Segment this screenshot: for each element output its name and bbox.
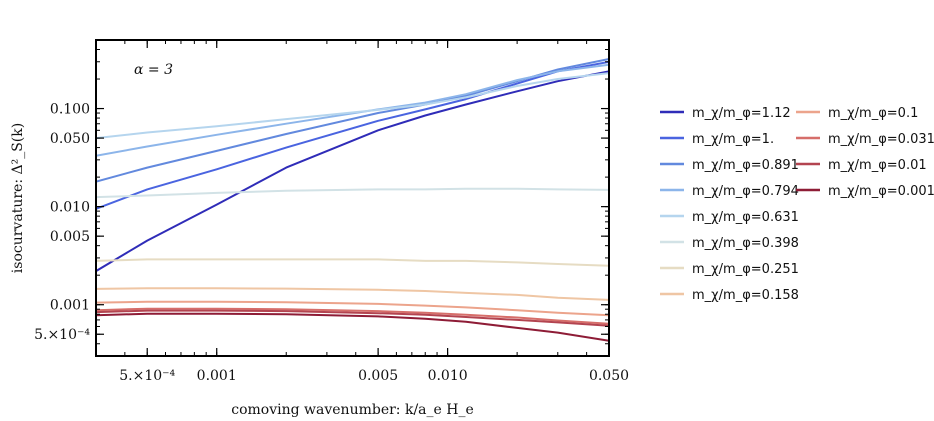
y-tick-label-4: 0.050 [50, 131, 90, 147]
series-line-1 [96, 60, 609, 210]
legend-label-11: m_χ/m_φ=0.001 [828, 184, 934, 199]
y-tick-label-2: 0.005 [50, 229, 90, 245]
y-tick-label-5: 0.100 [50, 102, 90, 118]
y-tick-label-1: 0.001 [50, 298, 90, 314]
legend-label-0: m_χ/m_φ=1.12 [692, 106, 791, 121]
major-ticks [96, 40, 610, 356]
y-axis-label: isocurvature: Δ²_S(k) [10, 123, 26, 273]
alpha-annotation: α = 3 [134, 62, 173, 78]
x-tick-label-0: 5.×10⁻⁴ [119, 368, 175, 384]
series-line-6 [96, 258, 609, 267]
legend: m_χ/m_φ=1.12 m_χ/m_φ=1. m_χ/m_φ=0.891 m_χ/m… [660, 106, 934, 303]
legend-label-5: m_χ/m_φ=0.398 [692, 236, 799, 251]
legend-label-8: m_χ/m_φ=0.1 [828, 106, 918, 121]
x-tick-label-3: 0.010 [428, 368, 468, 384]
legend-label-9: m_χ/m_φ=0.0316 [828, 132, 934, 147]
legend-label-6: m_χ/m_φ=0.251 [692, 262, 799, 277]
y-tick-label-3: 0.010 [50, 200, 90, 216]
legend-label-7: m_χ/m_φ=0.158 [692, 288, 799, 303]
series-line-0 [96, 70, 609, 272]
x-tick-label-1: 0.001 [197, 368, 237, 384]
series-line-9 [96, 307, 609, 325]
series-line-10 [96, 309, 609, 327]
legend-label-1: m_χ/m_φ=1. [692, 132, 774, 147]
legend-label-4: m_χ/m_φ=0.631 [692, 210, 799, 225]
plot-frame [95, 39, 610, 357]
x-tick-label-2: 0.005 [358, 368, 398, 384]
legend-label-3: m_χ/m_φ=0.794 [692, 184, 799, 199]
series-group [96, 58, 609, 342]
series-line-5 [96, 187, 609, 199]
series-line-11 [96, 312, 609, 342]
legend-label-10: m_χ/m_φ=0.01 [828, 158, 927, 173]
y-tick-label-0: 5.×10⁻⁴ [34, 327, 90, 343]
series-line-7 [96, 287, 609, 301]
series-line-3 [96, 63, 609, 157]
x-tick-label-4: 0.050 [589, 368, 629, 384]
series-line-8 [96, 300, 609, 317]
x-axis-label: comoving wavenumber: k/a_e H_e [231, 402, 474, 418]
plot-area: 5.×10⁻⁴ 0.001 0.005 0.010 0.050 5.×10⁻⁴ 0.001 0… [10, 39, 629, 418]
series-line-4 [96, 72, 609, 140]
legend-label-2: m_χ/m_φ=0.891 [692, 158, 799, 173]
